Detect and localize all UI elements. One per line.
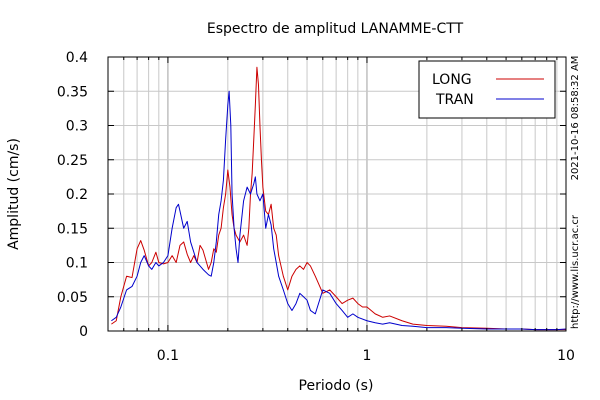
x-tick-label: 1 (362, 348, 371, 364)
y-tick-label: 0.1 (66, 256, 88, 272)
series-line-tran (111, 90, 567, 331)
y-tick-label: 0.35 (57, 84, 88, 100)
x-axis-label: Periodo (s) (299, 378, 374, 394)
chart-title: Espectro de amplitud LANAMME-CTT (207, 21, 464, 37)
series-line-long (111, 66, 566, 331)
plot-frame (107, 56, 567, 332)
plot-series (111, 66, 567, 331)
y-tick-label: 0.15 (57, 221, 88, 237)
x-tick-label: 10 (557, 348, 575, 364)
y-axis-ticks: 0 0.05 0.1 0.15 0.2 0.25 0.3 0.35 0.4 (57, 50, 566, 340)
legend: LONG TRAN (418, 60, 556, 119)
y-tick-label: 0.25 (57, 153, 88, 169)
source-url-label: http://www.lis.ucr.ac.cr (570, 214, 581, 329)
legend-label-tran: TRAN (435, 92, 474, 108)
legend-box (418, 60, 556, 119)
x-tick-label: 0.1 (157, 348, 179, 364)
timestamp-label: 2021-10-16 08:58:32 AM (570, 56, 581, 181)
y-axis-label: Amplitud (cm/s) (6, 138, 22, 250)
y-tick-label: 0.3 (66, 119, 88, 135)
legend-label-long: LONG (432, 72, 472, 88)
y-tick-label: 0.4 (66, 50, 88, 66)
y-tick-label: 0.05 (57, 290, 88, 306)
y-tick-label: 0 (79, 324, 88, 340)
y-tick-label: 0.2 (66, 187, 88, 203)
